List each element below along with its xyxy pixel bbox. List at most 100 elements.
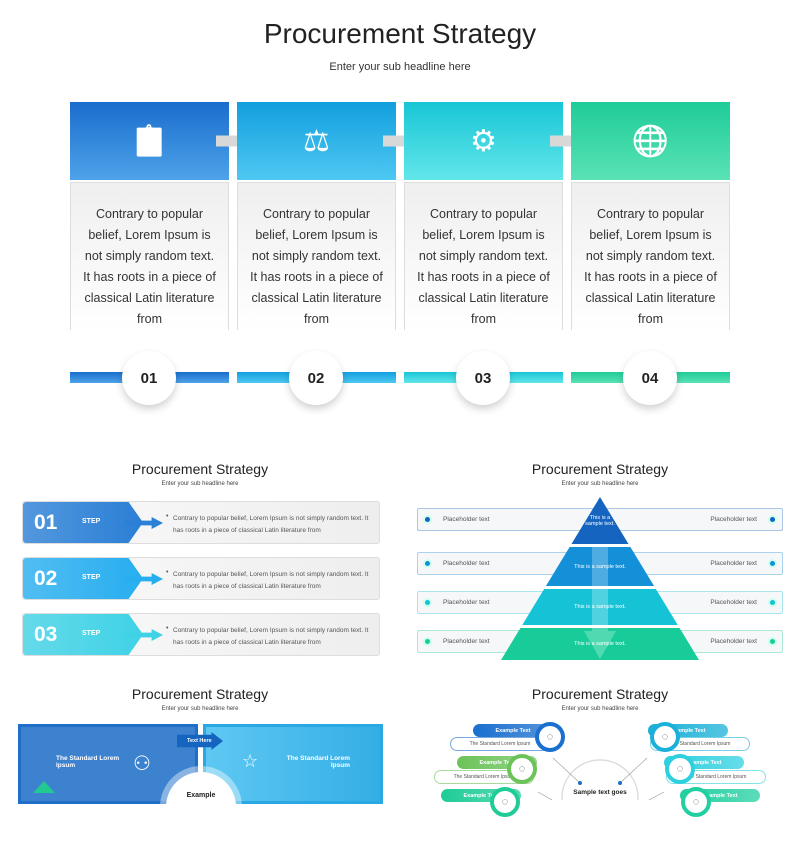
radial-desc: The Standard Lorem Ipsum [685, 774, 747, 780]
step-row-1: 01 STEP • Contrary to popular belief, Lo… [22, 501, 380, 544]
step-number: 01 [34, 511, 58, 534]
step-number-4: 04 [623, 351, 677, 405]
level-text: This is a sample text. [574, 604, 626, 610]
card-text: Contrary to popular belief, Lorem Ipsum … [584, 207, 717, 326]
puzzle-icon: ◌ [507, 754, 537, 784]
row-right-text: Placeholder text [710, 638, 757, 645]
bullet: • [166, 513, 169, 520]
radial-center-text: Sample text goes [573, 789, 627, 796]
podium-star-icon: ☆ [242, 751, 259, 771]
arrow-label: Text Here [187, 738, 212, 744]
thumb-radial-title: Procurement Strategy [531, 686, 669, 702]
eye-swirl-icon: ◌ [650, 722, 680, 752]
radial-label: Example Text [686, 759, 722, 766]
right-box-text: The Standard Lorem Ipsum [286, 755, 350, 769]
target-icon [423, 515, 432, 524]
step-label: STEP [82, 630, 101, 637]
row-left-text: Placeholder text [443, 516, 490, 523]
step-number: 03 [34, 623, 58, 646]
row-left-text: Placeholder text [443, 599, 490, 606]
radial-connectors [537, 757, 665, 800]
row-right-text: Placeholder text [710, 599, 757, 606]
target-icon [768, 637, 777, 646]
card-body-3: Contrary to popular belief, Lorem Ipsum … [404, 182, 563, 330]
row-right-text: Placeholder text [710, 516, 757, 523]
radial-desc-pill: The Standard Lorem Ipsum [450, 737, 550, 751]
card-header-4: 🌐 [571, 102, 730, 180]
growth-gear-icon: ⚙ [470, 124, 497, 158]
step-row-3: 03 STEP • Contrary to popular belief, Lo… [22, 613, 380, 656]
ear-icon: ◌ [535, 722, 565, 752]
radial-label: Example Text [670, 727, 706, 734]
target-icon [423, 637, 432, 646]
card-text: Contrary to popular belief, Lorem Ipsum … [417, 207, 550, 326]
step-tag: 01 STEP [23, 502, 143, 543]
step-number-text: 01 [140, 369, 158, 387]
bullet: • [166, 625, 169, 632]
radial-label: Example Text [479, 759, 515, 766]
card-body-4: Contrary to popular belief, Lorem Ipsum … [571, 182, 730, 330]
step-number-text: 04 [641, 369, 659, 387]
thumb-steps-subtitle: Enter your sub headline here [161, 481, 239, 487]
target-icon [423, 559, 432, 568]
step-row-2: 02 STEP • Contrary to popular belief, Lo… [22, 557, 380, 600]
card-header-2: ⚖ [237, 102, 396, 180]
level-text: This is a sample text. [585, 514, 615, 527]
thumb-boxes-title: Procurement Strategy [131, 686, 269, 702]
brain-icon: ◌ [490, 787, 520, 817]
thumb-radial-subtitle: Enter your sub headline here [561, 706, 639, 712]
step-number-text: 03 [474, 369, 492, 387]
thumb-steps-title: Procurement Strategy [131, 461, 269, 477]
balance-briefcase-heart-icon: ⚖ [303, 124, 330, 158]
center-circle: Example [166, 772, 236, 842]
level-text: This is a sample text. [574, 563, 626, 570]
page-subtitle: Enter your sub headline here [329, 61, 471, 73]
radial-label-pill: Example Text [473, 724, 553, 737]
step-label: STEP [82, 574, 101, 581]
target-icon [768, 559, 777, 568]
row-right-text: Placeholder text [710, 560, 757, 567]
target-icon [768, 598, 777, 607]
radial-label: Example Text [463, 792, 499, 799]
center-label: Example [186, 792, 216, 799]
thumb-pyramid-title: Procurement Strategy [531, 461, 669, 477]
left-box-text: The Standard Lorem Ipsum [56, 755, 120, 769]
radial-desc: The Standard Lorem Ipsum [669, 741, 731, 747]
target-icon [768, 515, 777, 524]
card-body-1: Contrary to popular belief, Lorem Ipsum … [70, 182, 229, 330]
thumb-pyramid-subtitle: Enter your sub headline here [561, 481, 639, 487]
step-text: Contrary to popular belief, Lorem Ipsum … [173, 627, 369, 646]
step-number-2: 02 [289, 351, 343, 405]
bullet: • [166, 569, 169, 576]
target-icon [423, 598, 432, 607]
thumb-boxes-subtitle: Enter your sub headline here [161, 706, 239, 712]
radial-desc: The Standard Lorem Ipsum [469, 741, 531, 747]
up-arrow-icon [33, 781, 55, 793]
step-text: Contrary to popular belief, Lorem Ipsum … [173, 571, 369, 590]
step-tag: 02 STEP [23, 558, 143, 599]
left-box: The Standard Lorem Ipsum ⚇ [18, 724, 198, 804]
card-text: Contrary to popular belief, Lorem Ipsum … [250, 207, 383, 326]
step-number-1: 01 [122, 351, 176, 405]
step-label: STEP [82, 518, 101, 525]
card-text: Contrary to popular belief, Lorem Ipsum … [83, 207, 216, 326]
lollipop-icon: ◌ [665, 754, 695, 784]
checklist-pen-icon: 📋 [130, 124, 169, 158]
text-here-arrow: Text Here [177, 732, 223, 750]
page-title: Procurement Strategy [263, 18, 537, 49]
radial-label: Example Text [702, 792, 738, 799]
step-number: 02 [34, 567, 58, 590]
pyramid-level-3: This is a sample text. [522, 589, 678, 625]
pyramid-level-4: This is a sample text. [501, 628, 699, 660]
step-tag: 03 STEP [23, 614, 143, 655]
card-body-2: Contrary to popular belief, Lorem Ipsum … [237, 182, 396, 330]
row-left-text: Placeholder text [443, 560, 490, 567]
team-award-icon: ⚇ [133, 753, 151, 775]
step-text: Contrary to popular belief, Lorem Ipsum … [173, 515, 369, 534]
level-text: This is a sample text. [574, 641, 626, 647]
step-number-3: 03 [456, 351, 510, 405]
card-header-1: 📋 [70, 102, 229, 180]
row-left-text: Placeholder text [443, 638, 490, 645]
person-icon: ◌ [681, 787, 711, 817]
radial-desc: The Standard Lorem Ipsum [453, 774, 515, 780]
